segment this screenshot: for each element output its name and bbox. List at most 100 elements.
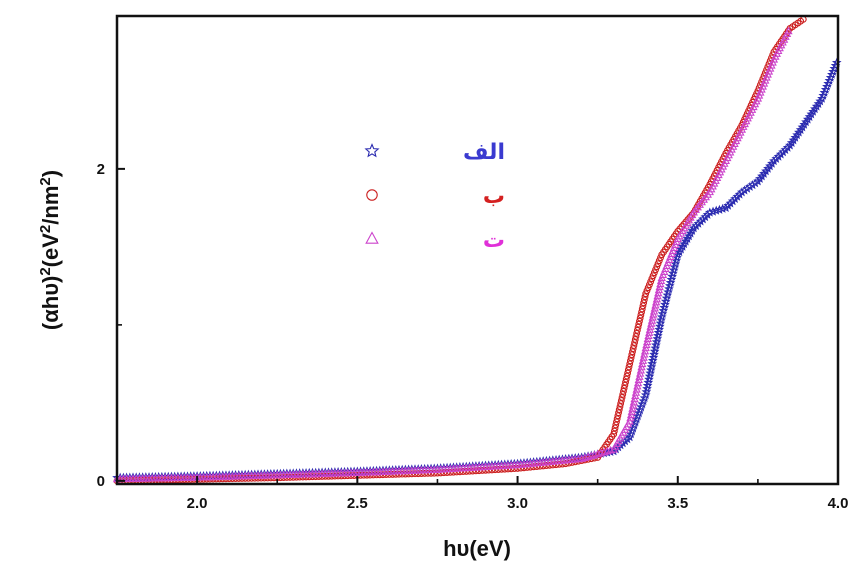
data-point	[625, 363, 633, 371]
data-point	[806, 109, 817, 119]
series-layer	[112, 15, 842, 485]
data-point	[802, 114, 813, 124]
data-point	[613, 415, 621, 423]
data-point	[627, 354, 635, 362]
data-point	[711, 205, 722, 215]
series-circle	[113, 15, 807, 485]
y-axis-title-unit-tail: /nm	[38, 186, 63, 225]
x-tick-label: 2.5	[347, 495, 368, 512]
legend-label: ب	[483, 184, 505, 209]
y-axis-title-sup: 2	[37, 267, 54, 275]
data-point	[788, 135, 799, 145]
data-point	[682, 233, 693, 243]
y-axis-title-base: (αhυ)	[38, 276, 63, 330]
data-point	[636, 314, 644, 322]
data-point	[808, 106, 818, 116]
data-point	[632, 332, 640, 340]
data-point	[624, 366, 632, 374]
data-point	[784, 26, 793, 35]
data-point	[623, 372, 631, 380]
data-point	[617, 397, 625, 404]
y-axis-title-unit: (eV	[38, 233, 63, 268]
data-point	[618, 394, 626, 401]
data-point	[617, 400, 625, 407]
y-tick-label: 2	[97, 161, 105, 178]
y-axis-title-close: )	[38, 170, 63, 177]
data-point	[622, 375, 630, 383]
legend-marker	[364, 143, 380, 158]
data-point	[640, 299, 648, 307]
y-axis-title-unit-sup: 2	[37, 225, 54, 233]
y-tick-label: 0	[97, 473, 105, 490]
data-point	[708, 206, 718, 216]
data-point	[635, 320, 643, 328]
data-point	[813, 98, 824, 108]
data-point	[639, 302, 647, 310]
data-point	[641, 293, 649, 301]
data-point	[634, 323, 642, 331]
data-point	[786, 137, 797, 147]
data-point	[797, 122, 808, 132]
legend-entry: الف	[364, 140, 505, 165]
plot-frame	[115, 14, 840, 486]
series-triangle	[112, 26, 793, 483]
data-point	[622, 378, 629, 386]
y-axis-title-unit-tail-sup: 2	[37, 177, 54, 185]
series-star	[112, 57, 842, 482]
x-tick-label: 4.0	[828, 495, 849, 512]
data-point	[620, 387, 627, 395]
data-point	[717, 203, 728, 213]
tick-layer: 2.0 2.5 3.0 3.5 4.0 0 2	[97, 161, 849, 512]
legend-entry: ت	[365, 228, 505, 253]
data-point	[804, 111, 815, 121]
data-point	[790, 132, 801, 142]
data-point	[714, 204, 725, 214]
data-point	[610, 427, 618, 435]
data-point	[685, 228, 696, 238]
x-axis-title: hυ(eV)	[443, 536, 511, 561]
data-point	[633, 329, 641, 337]
data-point	[621, 381, 629, 389]
data-point	[626, 357, 634, 365]
data-point	[629, 348, 636, 356]
x-tick-label: 3.0	[507, 495, 528, 512]
data-point	[687, 225, 697, 235]
data-point	[614, 412, 622, 420]
data-point	[811, 101, 822, 111]
data-point	[630, 342, 638, 349]
data-point	[795, 124, 806, 134]
data-point	[620, 384, 628, 392]
data-point	[613, 418, 620, 426]
data-point	[610, 430, 618, 438]
data-point	[615, 406, 623, 414]
data-point	[633, 326, 641, 334]
data-point	[794, 127, 804, 137]
data-point	[631, 336, 639, 343]
legend-label: الف	[463, 140, 505, 165]
legend-entry: ب	[366, 184, 505, 209]
data-point	[631, 339, 639, 346]
data-point	[799, 119, 809, 129]
data-point	[616, 403, 624, 411]
x-tick-label: 2.0	[187, 495, 208, 512]
data-point	[785, 140, 795, 150]
data-point	[640, 296, 648, 304]
data-point	[636, 317, 643, 325]
data-point	[702, 209, 713, 219]
legend-label: ت	[483, 228, 505, 253]
data-point	[705, 207, 715, 217]
data-point	[684, 231, 694, 241]
data-point	[810, 104, 820, 114]
data-point	[679, 239, 689, 249]
x-tick-label: 3.5	[667, 495, 688, 512]
data-point	[637, 311, 645, 319]
data-point	[628, 351, 636, 359]
legend-marker	[366, 189, 378, 201]
data-point	[676, 244, 686, 254]
data-point	[612, 421, 620, 429]
legend-marker	[365, 231, 379, 244]
legend: الف بت	[364, 140, 505, 253]
data-point	[615, 409, 622, 417]
data-point	[619, 390, 627, 398]
